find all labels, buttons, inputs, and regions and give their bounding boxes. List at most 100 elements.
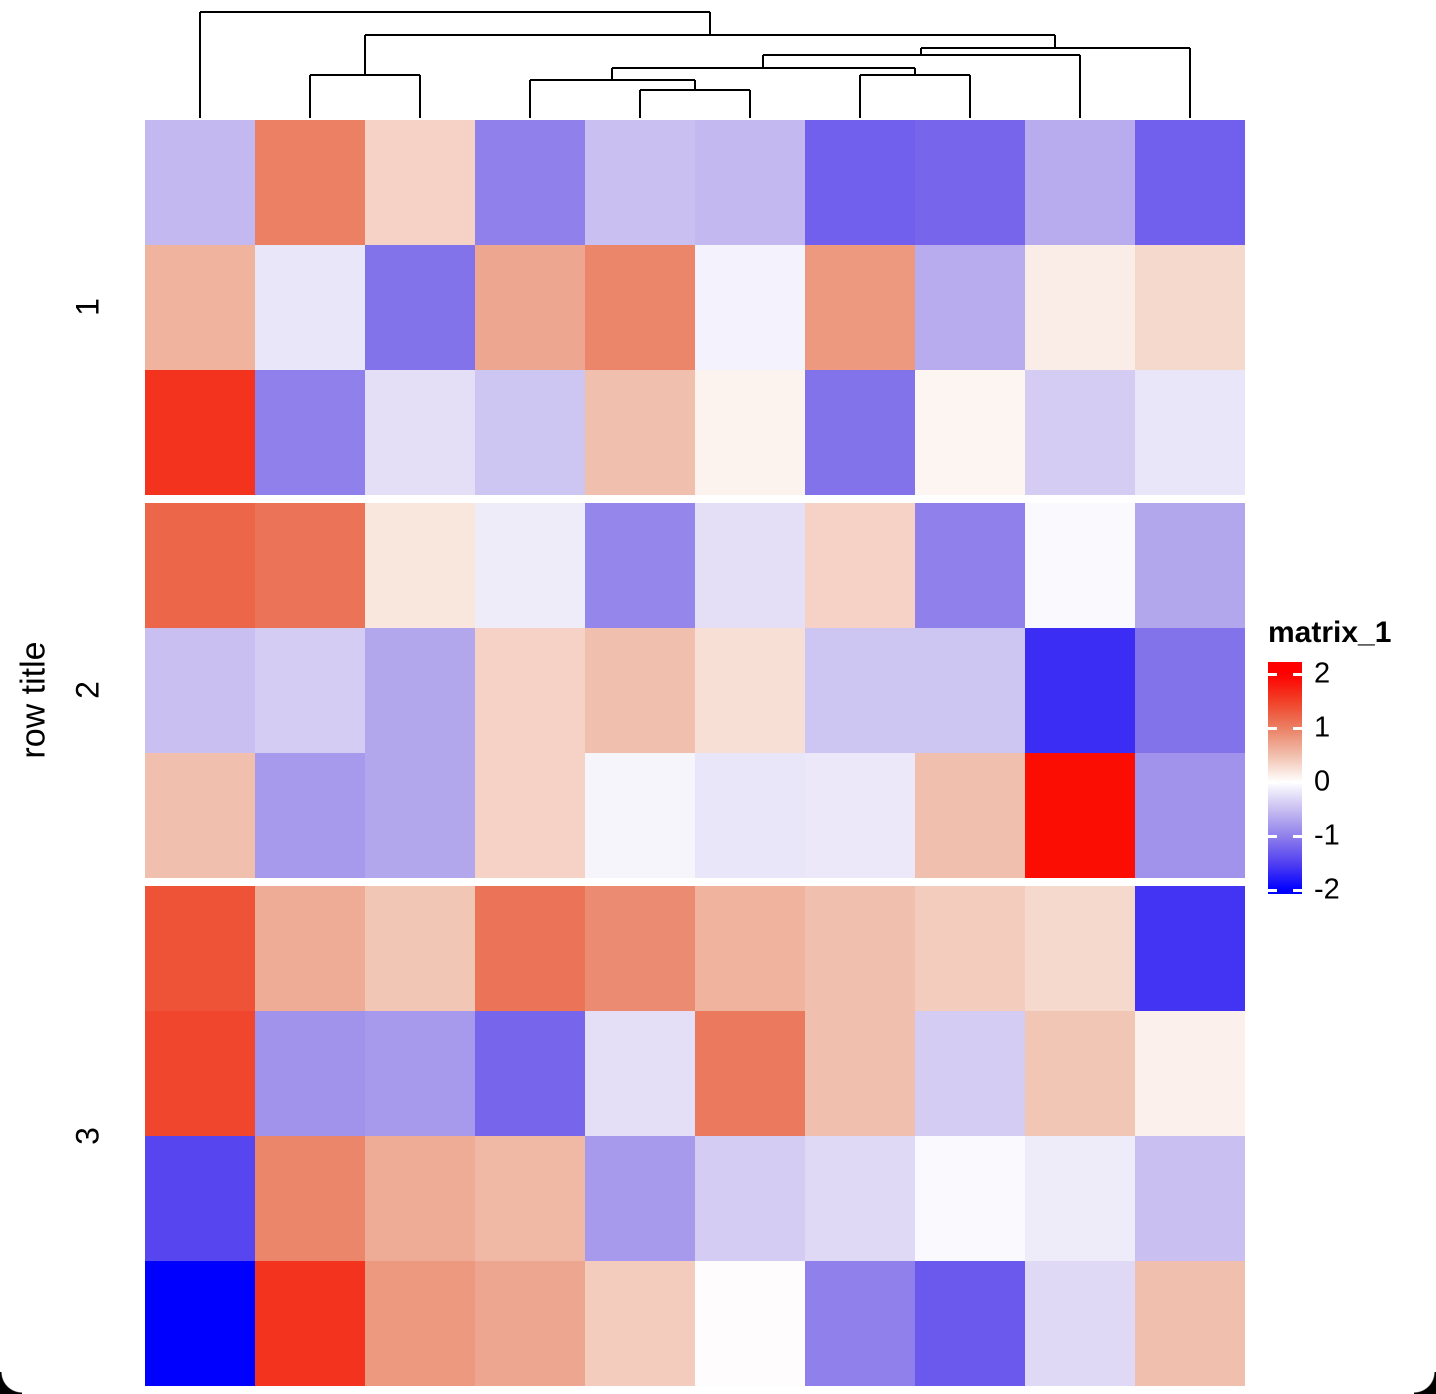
heatmap-cell [365, 245, 475, 370]
heatmap-cell [805, 886, 915, 1011]
legend-tick-mark [1268, 672, 1277, 676]
screen-corner-artifact [1414, 1372, 1436, 1394]
heatmap-cell [1135, 120, 1245, 245]
heatmap-cell [145, 1136, 255, 1261]
heatmap-cell [1025, 1261, 1135, 1386]
heatmap-cell [475, 753, 585, 878]
heatmap-cell [915, 1136, 1025, 1261]
heatmap-cell [915, 120, 1025, 245]
heatmap-cell [1135, 886, 1245, 1011]
heatmap-cell [695, 628, 805, 753]
heatmap-cell [915, 886, 1025, 1011]
heatmap-cell [475, 370, 585, 495]
heatmap-cell [145, 1011, 255, 1136]
heatmap-cell [255, 1011, 365, 1136]
heatmap-cell [1025, 370, 1135, 495]
heatmap-group [145, 120, 1245, 495]
heatmap-cell [255, 245, 365, 370]
heatmap-cell [1135, 370, 1245, 495]
heatmap-cell [475, 503, 585, 628]
heatmap-cell [805, 753, 915, 878]
heatmap-cell [915, 370, 1025, 495]
heatmap-cell [585, 1136, 695, 1261]
heatmap-cell [255, 753, 365, 878]
heatmap-cell [475, 886, 585, 1011]
legend-tick-mark [1293, 672, 1302, 676]
heatmap-cell [805, 120, 915, 245]
heatmap-cell [695, 370, 805, 495]
heatmap-cell [365, 753, 475, 878]
legend-colorbar [1268, 662, 1302, 894]
legend-tick-mark [1293, 888, 1302, 892]
heatmap-cell [365, 628, 475, 753]
heatmap-cell [695, 245, 805, 370]
heatmap-cell [365, 1261, 475, 1386]
heatmap-cell [695, 1136, 805, 1261]
heatmap-cell [145, 503, 255, 628]
row-group-label-2: 2 [69, 681, 106, 699]
heatmap-cell [475, 245, 585, 370]
heatmap-cell [475, 120, 585, 245]
heatmap-cell [1135, 1136, 1245, 1261]
heatmap-cell [805, 1011, 915, 1136]
heatmap-cell [585, 120, 695, 245]
heatmap-cell [1135, 503, 1245, 628]
heatmap-cell [1025, 503, 1135, 628]
heatmap-cell [1135, 1011, 1245, 1136]
heatmap-cell [695, 503, 805, 628]
legend-tick-label: -1 [1314, 819, 1340, 852]
heatmap-cell [145, 753, 255, 878]
heatmap-cell [915, 1011, 1025, 1136]
heatmap-cell [695, 753, 805, 878]
heatmap-cell [915, 628, 1025, 753]
heatmap-cell [255, 1136, 365, 1261]
heatmap-cell [805, 245, 915, 370]
heatmap-cell [585, 628, 695, 753]
heatmap-cell [475, 1011, 585, 1136]
heatmap-group [145, 503, 1245, 878]
heatmap-cell [255, 1261, 365, 1386]
heatmap-cell [585, 1261, 695, 1386]
heatmap-cell [145, 120, 255, 245]
heatmap-cell [145, 628, 255, 753]
legend-title: matrix_1 [1268, 616, 1392, 649]
legend-tick-mark [1293, 780, 1302, 784]
heatmap-cell [805, 1261, 915, 1386]
heatmap-cell [1135, 753, 1245, 878]
heatmap-cell [365, 503, 475, 628]
legend-tick-mark [1293, 726, 1302, 730]
heatmap-cell [365, 886, 475, 1011]
heatmap-cell [255, 503, 365, 628]
heatmap-cell [1025, 1136, 1135, 1261]
heatmap-cell [255, 886, 365, 1011]
screen-corner-artifact [0, 1372, 22, 1394]
heatmap-cell [1135, 1261, 1245, 1386]
heatmap-cell [915, 753, 1025, 878]
heatmap-cell [1025, 886, 1135, 1011]
legend-tick-mark [1293, 834, 1302, 838]
heatmap-cell [255, 628, 365, 753]
legend-tick-mark [1268, 726, 1277, 730]
legend-tick-mark [1268, 834, 1277, 838]
heatmap-cell [585, 753, 695, 878]
heatmap-group [145, 886, 1245, 1386]
heatmap-cell [1025, 753, 1135, 878]
heatmap-cell [145, 245, 255, 370]
heatmap-cell [1135, 245, 1245, 370]
row-title: row title [14, 641, 53, 759]
heatmap-cell [145, 1261, 255, 1386]
legend-tick-label: -2 [1314, 873, 1340, 906]
legend-tick-mark [1268, 780, 1277, 784]
heatmap-cell [915, 245, 1025, 370]
heatmap-cell [1025, 245, 1135, 370]
heatmap-cell [805, 1136, 915, 1261]
heatmap-cell [695, 886, 805, 1011]
heatmap-cell [475, 1261, 585, 1386]
heatmap-cell [475, 1136, 585, 1261]
heatmap-cell [585, 503, 695, 628]
heatmap-cell [475, 628, 585, 753]
heatmap-cell [695, 120, 805, 245]
heatmap-cell [805, 503, 915, 628]
heatmap-cell [365, 120, 475, 245]
